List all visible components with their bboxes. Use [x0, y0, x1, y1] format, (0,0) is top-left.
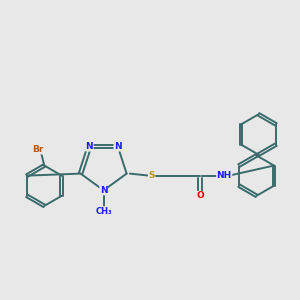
- Text: N: N: [85, 142, 93, 151]
- Text: Br: Br: [33, 145, 44, 154]
- Text: N: N: [114, 142, 122, 151]
- Text: N: N: [100, 186, 107, 195]
- Text: CH₃: CH₃: [95, 207, 112, 216]
- Text: O: O: [196, 191, 204, 200]
- Text: S: S: [148, 171, 155, 180]
- Text: NH: NH: [217, 171, 232, 180]
